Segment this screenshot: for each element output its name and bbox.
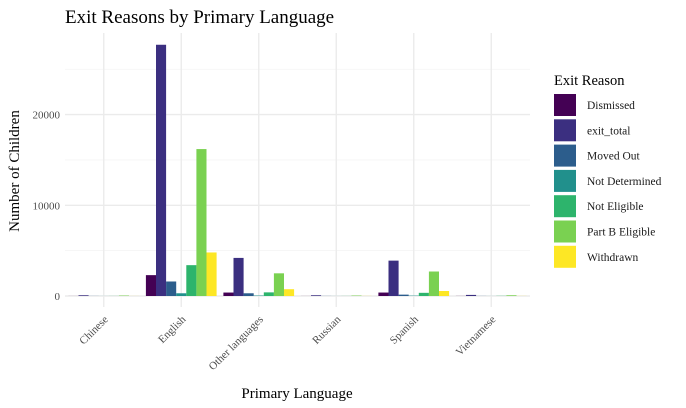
- legend-label: Dismissed: [587, 100, 635, 112]
- y-tick-label: 0: [55, 291, 61, 303]
- legend-key: [554, 144, 576, 167]
- bar: [196, 149, 207, 296]
- bar: [273, 273, 284, 296]
- x-tick-labels: Chinese English Other languages Russian Span…: [77, 313, 498, 373]
- bar: [223, 292, 234, 296]
- grid: [65, 33, 530, 307]
- legend-label: Not Eligible: [587, 201, 644, 213]
- legend-key: [554, 195, 576, 218]
- y-axis-title: Number of Children: [7, 110, 23, 232]
- legend-key: [554, 220, 576, 243]
- bar: [166, 281, 177, 296]
- legend-label: Moved Out: [587, 151, 641, 163]
- bar: [439, 291, 450, 296]
- chart-title: Exit Reasons by Primary Language: [65, 7, 334, 28]
- bar: [428, 271, 439, 296]
- bar: [156, 44, 167, 297]
- y-tick-label: 20000: [33, 110, 61, 122]
- legend-label: Part B Eligible: [587, 227, 655, 239]
- bar: [398, 294, 409, 296]
- bar: [506, 295, 517, 296]
- legend-title: Exit Reason: [554, 73, 625, 89]
- bar: [78, 295, 89, 296]
- x-tick-label: English: [156, 313, 189, 346]
- legend: Exit Reason Dismissed exit_total Moved Out…: [554, 73, 662, 268]
- bar: [311, 295, 322, 296]
- bar: [176, 293, 187, 296]
- legend-label: Not Determined: [587, 176, 662, 188]
- legend-key: [554, 169, 576, 192]
- x-tick-label: Chinese: [77, 314, 111, 348]
- legend-label: Withdrawn: [587, 252, 639, 264]
- bar: [263, 292, 274, 296]
- bar: [378, 292, 389, 296]
- x-axis-title: Primary Language: [241, 386, 353, 402]
- bar: [466, 294, 477, 296]
- bar: [206, 252, 217, 296]
- bar: [233, 257, 244, 296]
- legend-key: [554, 245, 576, 268]
- bar: [145, 275, 156, 296]
- legend-key: [554, 119, 576, 142]
- x-tick-label: Spanish: [388, 313, 421, 346]
- x-tick-label: Vietnamese: [454, 314, 499, 359]
- bar: [243, 293, 254, 296]
- bar: [388, 260, 399, 296]
- x-tick-label: Other languages: [207, 314, 266, 373]
- legend-key: [554, 94, 576, 116]
- x-tick-label: Russian: [310, 313, 343, 346]
- y-tick-label: 10000: [33, 200, 61, 212]
- y-tick-labels: 0 10000 20000: [33, 110, 61, 303]
- legend-label: exit_total: [587, 125, 630, 137]
- bar: [186, 265, 197, 296]
- bars: [68, 44, 527, 297]
- bar: [418, 292, 429, 296]
- bar: [284, 289, 295, 296]
